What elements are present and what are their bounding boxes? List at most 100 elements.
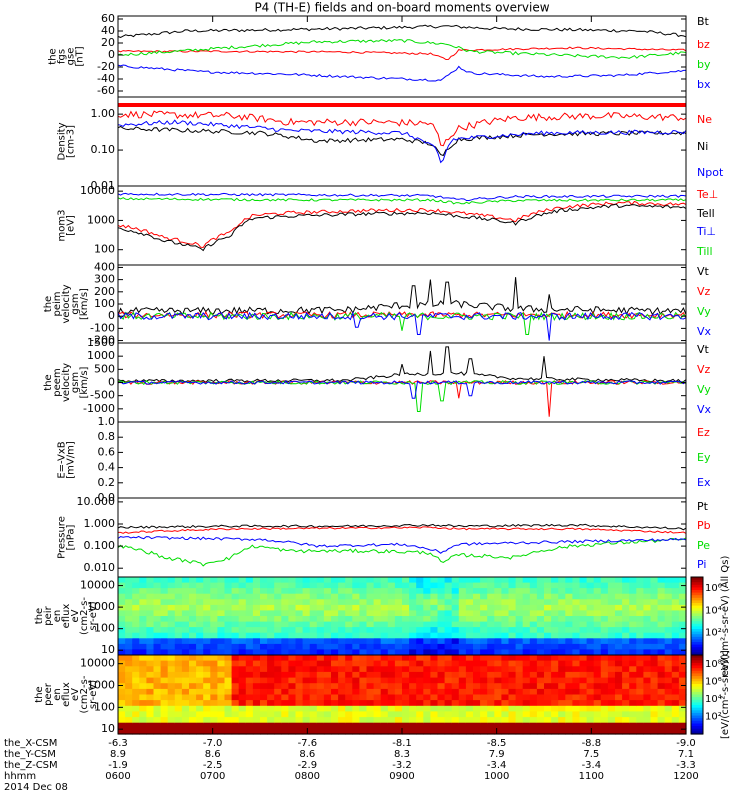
heatmap-cell: [551, 722, 559, 729]
heatmap-cell: [522, 638, 531, 645]
heatmap-cell: [501, 593, 510, 600]
heatmap-cell: [629, 599, 637, 606]
heatmap-cell: [316, 705, 325, 712]
colorbar-frame: [690, 654, 704, 735]
heatmap-cell: [387, 610, 396, 617]
heatmap-cell: [508, 688, 517, 696]
y-axis-label: the: [34, 686, 45, 702]
heatmap-cell: [153, 616, 162, 623]
heatmap-cell: [323, 627, 332, 634]
heatmap-cell: [281, 593, 289, 600]
heatmap-cell: [196, 627, 204, 634]
heatmap-cell: [402, 677, 410, 684]
series-line-Vz: [117, 379, 687, 417]
heatmap-cell: [345, 671, 353, 679]
heatmap-cell: [437, 588, 446, 595]
heatmap-cell: [579, 643, 588, 651]
heatmap-cell: [529, 722, 538, 729]
heatmap-cell: [281, 705, 289, 712]
heatmap-cell: [416, 694, 424, 701]
heatmap-cell: [458, 677, 467, 684]
heatmap-cell: [181, 638, 190, 645]
heatmap-cell: [671, 643, 680, 651]
heatmap-cell: [536, 728, 545, 735]
heatmap-cell: [331, 604, 339, 612]
heatmap-cell: [174, 705, 183, 712]
heatmap-cell: [224, 694, 233, 701]
heatmap-cell: [181, 649, 190, 656]
heatmap-cell: [309, 700, 318, 707]
heatmap-cell: [338, 700, 346, 707]
heatmap-cell: [174, 666, 183, 673]
heatmap-cell: [189, 688, 197, 696]
heatmap-cell: [260, 627, 268, 634]
heatmap-cell: [189, 655, 197, 662]
heatmap-cell: [430, 677, 439, 684]
heatmap-cell: [181, 728, 190, 735]
heatmap-cell: [678, 621, 687, 628]
heatmap-cell: [465, 717, 474, 724]
heatmap-cell: [231, 694, 240, 701]
heatmap-cell: [636, 610, 644, 617]
heatmap-cell: [501, 621, 510, 628]
heatmap-cell: [118, 593, 126, 600]
heatmap-cell: [593, 593, 602, 600]
heatmap-cell: [359, 700, 368, 707]
heatmap-cell: [224, 588, 233, 595]
heatmap-cell: [664, 666, 673, 673]
heatmap-cell: [636, 671, 644, 679]
heatmap-cell: [338, 632, 346, 639]
heatmap-cell: [153, 577, 162, 584]
heatmap-cell: [444, 655, 453, 662]
heatmap-cell: [593, 604, 602, 612]
heatmap-cell: [473, 577, 481, 584]
heatmap-cell: [629, 593, 637, 600]
heatmap-cell: [380, 616, 389, 623]
heatmap-cell: [558, 705, 566, 712]
heatmap-cell: [664, 728, 673, 735]
heatmap-cell: [359, 588, 368, 595]
heatmap-cell: [366, 717, 375, 724]
heatmap-cell: [600, 666, 609, 673]
heatmap-cell: [586, 632, 595, 639]
heatmap-cell: [274, 711, 282, 718]
heatmap-cell: [430, 728, 439, 735]
y-axis-label: sr-eV): [88, 680, 99, 709]
heatmap-cell: [167, 705, 176, 712]
heatmap-cell: [302, 593, 311, 600]
heatmap-cell: [544, 621, 552, 628]
heatmap-cell: [274, 599, 282, 606]
heatmap-cell: [643, 649, 652, 656]
heatmap-cell: [359, 705, 368, 712]
heatmap-cell: [217, 627, 226, 634]
heatmap-cell: [402, 705, 410, 712]
heatmap-cell: [465, 610, 474, 617]
heatmap-cell: [551, 711, 559, 718]
heatmap-cell: [416, 588, 424, 595]
heatmap-cell: [465, 655, 474, 662]
heatmap-cell: [636, 705, 644, 712]
heatmap-cell: [494, 722, 502, 729]
heatmap-cell: [125, 660, 133, 667]
heatmap-cell: [394, 655, 403, 662]
x-axis-value: 7.5: [583, 749, 599, 760]
heatmap-cell: [345, 582, 353, 589]
heatmap-cell: [231, 643, 240, 651]
series-line-Te⊥: [117, 200, 687, 249]
heatmap-cell: [473, 632, 481, 639]
heatmap-cell: [245, 722, 254, 729]
heatmap-cell: [373, 728, 382, 735]
heatmap-cell: [643, 643, 652, 651]
heatmap-cell: [508, 638, 517, 645]
heatmap-cell: [366, 728, 375, 735]
heatmap-cell: [671, 705, 680, 712]
legend-label: Vy: [697, 305, 711, 318]
heatmap-cell: [607, 655, 616, 662]
heatmap-cell: [331, 610, 339, 617]
heatmap-cell: [402, 649, 410, 656]
y-tick-label: -60: [97, 84, 115, 97]
colorbar-cell: [691, 710, 703, 714]
heatmap-cell: [160, 700, 169, 707]
heatmap-cell: [295, 711, 304, 718]
